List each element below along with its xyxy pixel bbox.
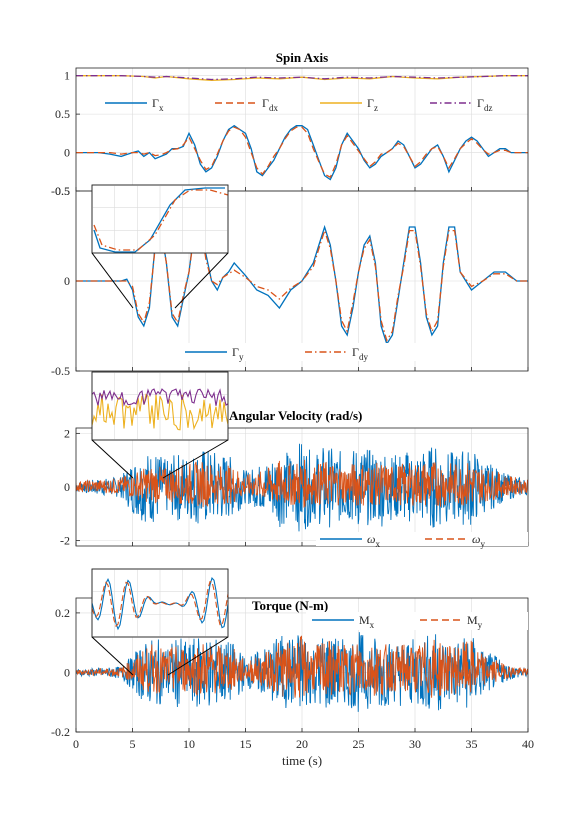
panel-3-legend-label-y: ωy xyxy=(472,532,485,549)
panel-1-legend-label-dx: Γdx xyxy=(262,96,278,113)
panel-3-ytick-label: -2 xyxy=(60,534,70,548)
panel-4-legend-label-x: Mx xyxy=(359,613,375,630)
panel-2-ytick-label: -0.5 xyxy=(51,364,70,378)
panel-3: 2 0 -2 Angular Velocity (rad/s) ωx ωy xyxy=(60,408,529,549)
panel-1-series xyxy=(76,75,528,181)
panel-1-title: Spin Axis xyxy=(276,50,328,65)
inset-angular-connector-left xyxy=(91,439,134,479)
panel-4-ytick-label: 0 xyxy=(64,665,70,679)
panel-3-signal-omega_x xyxy=(76,443,528,532)
panel-3-legend-bg xyxy=(316,532,528,546)
panel-4-xlabel: time (s) xyxy=(282,753,322,768)
panel-4-xtick-label: 35 xyxy=(466,737,478,751)
panel-1-ytick-label: 0 xyxy=(64,146,70,160)
panel-4-legend-bg xyxy=(306,612,528,630)
panel-2: 0.5 0 -0.5 Γy Γdy xyxy=(51,184,529,378)
inset-torque-series-orange xyxy=(91,580,229,628)
panel-2-ytick-label: 0 xyxy=(64,274,70,288)
panel-3-legend-label-x: ωx xyxy=(367,532,380,549)
panel-3-ytick-label: 0 xyxy=(64,480,70,494)
panel-4-xtick-label: 5 xyxy=(130,737,136,751)
panel-1-ytick-label: 0.5 xyxy=(55,107,70,121)
inset-angular-series-yellow xyxy=(91,393,229,431)
panel-2-ytick-label: 0.5 xyxy=(55,184,70,198)
inset-gamma-y-connector-right xyxy=(174,252,229,309)
panel-4-axes-box xyxy=(75,597,529,733)
panel-4-series xyxy=(76,632,528,712)
panel-4-xtick-label: 0 xyxy=(73,737,79,751)
inset-angular-series-purple xyxy=(91,388,229,407)
panel-2-legend-label-dy: Γdy xyxy=(352,345,368,362)
panel-4-ytick-label: 0.2 xyxy=(55,606,70,620)
panel-1-legend: Γx Γdx Γz Γdz xyxy=(105,96,492,113)
inset-gamma-y xyxy=(91,184,229,309)
panel-4-xtick-label: 15 xyxy=(240,737,252,751)
panel-1-series-1 xyxy=(76,126,528,179)
panel-2-series-0 xyxy=(76,216,528,346)
panel-4-ytick-label: -0.2 xyxy=(51,725,70,739)
inset-torque-connector-right xyxy=(167,636,229,676)
inset-torque-connector-left xyxy=(91,636,134,676)
panel-2-axes-box xyxy=(75,190,529,372)
panel-2-series-1 xyxy=(76,219,528,342)
panel-4-xtick-label: 25 xyxy=(353,737,365,751)
inset-angular-border xyxy=(91,371,229,441)
inset-gamma-y-connector-left xyxy=(91,252,134,309)
panel-1-legend-label-x: Γx xyxy=(152,96,164,113)
panel-2-series xyxy=(76,216,528,346)
panel-3-title: Angular Velocity (rad/s) xyxy=(229,408,362,423)
panel-4-xtick-label: 10 xyxy=(183,737,195,751)
panel-4-xtick-label: 20 xyxy=(296,737,308,751)
panel-3-axes-box xyxy=(75,427,529,547)
panel-1: 1 0.5 0 -0.5 Spin Axis Γx Γdx Γz Γdz xyxy=(51,50,529,198)
inset-torque-series-blue xyxy=(91,577,229,631)
panel-4-xtick-label: 30 xyxy=(409,737,421,751)
panel-2-legend-label-y: Γy xyxy=(232,345,244,362)
panel-1-series-3 xyxy=(76,75,528,81)
panel-4-title: Torque (N-m) xyxy=(252,598,328,613)
panel-4-signal-My xyxy=(76,635,528,698)
panel-1-ytick-label: -0.5 xyxy=(51,184,70,198)
panel-1-legend-label-dz: Γdz xyxy=(477,96,492,113)
inset-angular-connector-right xyxy=(162,439,229,479)
inset-gamma-y-border xyxy=(91,184,229,254)
inset-torque-border xyxy=(91,568,229,638)
panel-4-xtick-label: 40 xyxy=(522,737,534,751)
panel-2-legend: Γy Γdy xyxy=(180,343,420,362)
panel-1-legend-label-z: Γz xyxy=(367,96,378,113)
panel-4-legend: Mx My xyxy=(306,612,528,630)
panel-3-series xyxy=(76,443,528,532)
panel-3-signal-omega_y xyxy=(76,459,528,508)
panel-3-ytick-label: 2 xyxy=(64,426,70,440)
inset-torque xyxy=(91,568,229,676)
panel-4-legend-label-y: My xyxy=(467,613,483,630)
panel-3-legend: ωx ωy xyxy=(316,532,528,549)
panel-2-legend-bg xyxy=(180,343,420,361)
panel-1-ytick-label: 1 xyxy=(64,69,70,83)
inset-angular xyxy=(91,371,229,479)
